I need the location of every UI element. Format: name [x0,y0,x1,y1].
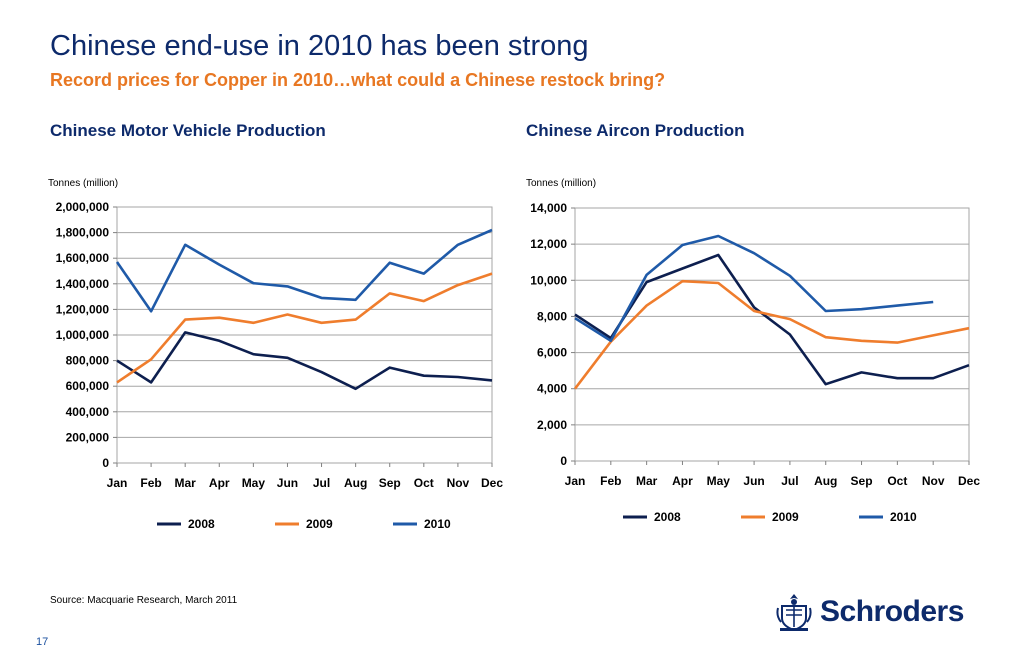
motor-x-tick-label: Apr [209,476,230,490]
aircon-plot-area [574,207,970,462]
motor-y-tick-label: 1,600,000 [56,251,110,265]
aircon-x-tick-label: Aug [814,474,837,488]
aircon-y-tick-label: 4,000 [537,382,567,396]
motor-y-tick-label: 1,400,000 [56,277,110,291]
aircon-legend-label-2008: 2008 [654,510,681,524]
page-subtitle: Record prices for Copper in 2010…what co… [50,70,666,90]
aircon-y-tick-label: 6,000 [537,346,567,360]
motor-y-tick-label: 400,000 [66,405,110,419]
motor-series-line-2009 [116,272,493,384]
motor-y-tick-label: 1,000,000 [56,328,110,342]
aircon-y-tick-label: 14,000 [530,201,567,215]
motor-legend-label-2009: 2009 [306,517,333,531]
motor-x-tick-label: Jun [277,476,298,490]
motor-x-tick-label: Nov [447,476,470,490]
motor-series-line-2010 [115,228,493,313]
aircon-y-tick-label: 2,000 [537,418,567,432]
source-note: Source: Macquarie Research, March 2011 [50,595,238,606]
aircon-series-line-2008 [574,253,970,386]
motor-x-tick-label: Sep [379,476,401,490]
aircon-x-tick-label: Feb [600,474,621,488]
aircon-y-tick-label: 8,000 [537,309,567,323]
page-number: 17 [36,636,49,648]
logo-text: Schroders [820,595,964,628]
motor-x-tick-label: Aug [344,476,367,490]
motor-x-tick-label: Feb [140,476,161,490]
motor-x-tick-label: May [242,476,266,490]
motor-y-tick-label: 800,000 [66,354,110,368]
crest-icon [776,594,812,632]
motor-x-tick-label: Jul [313,476,330,490]
aircon-series-line-2009 [573,279,970,390]
aircon-y-tick-label: 0 [560,454,567,468]
motor-chart-title: Chinese Motor Vehicle Production [50,121,326,140]
aircon-x-tick-label: Jul [781,474,798,488]
page-title: Chinese end-use in 2010 has been strong [50,30,589,62]
aircon-x-tick-label: Mar [636,474,658,488]
aircon-x-tick-label: Dec [958,474,980,488]
motor-series-line-2008 [116,331,493,391]
motor-legend-label-2008: 2008 [188,517,215,531]
motor-legend-label-2010: 2010 [424,517,451,531]
aircon-x-tick-label: Sep [851,474,873,488]
motor-x-tick-label: Jan [107,476,128,490]
aircon-x-tick-label: May [707,474,731,488]
motor-y-tick-label: 1,800,000 [56,226,110,240]
motor-x-tick-label: Dec [481,476,503,490]
aircon-series-line-2010 [574,234,934,343]
aircon-legend-label-2009: 2009 [772,510,799,524]
aircon-y-tick-label: 12,000 [530,237,567,251]
motor-y-tick-label: 600,000 [66,379,110,393]
aircon-x-tick-label: Jun [743,474,764,488]
aircon-chart-unit-label: Tonnes (million) [526,178,597,189]
aircon-y-tick-label: 10,000 [530,273,567,287]
motor-y-tick-label: 200,000 [66,430,110,444]
aircon-x-tick-label: Apr [672,474,693,488]
aircon-legend-label-2010: 2010 [890,510,917,524]
motor-x-tick-label: Mar [175,476,197,490]
motor-chart-unit-label: Tonnes (million) [48,178,119,189]
aircon-x-tick-label: Nov [922,474,945,488]
motor-x-tick-label: Oct [414,476,434,490]
motor-y-tick-label: 1,200,000 [56,302,110,316]
schroders-logo: Schroders [776,592,964,632]
aircon-x-tick-label: Oct [887,474,907,488]
aircon-chart-title: Chinese Aircon Production [526,121,745,140]
motor-y-tick-label: 0 [102,456,109,470]
motor-y-tick-label: 2,000,000 [56,200,110,214]
aircon-x-tick-label: Jan [565,474,586,488]
